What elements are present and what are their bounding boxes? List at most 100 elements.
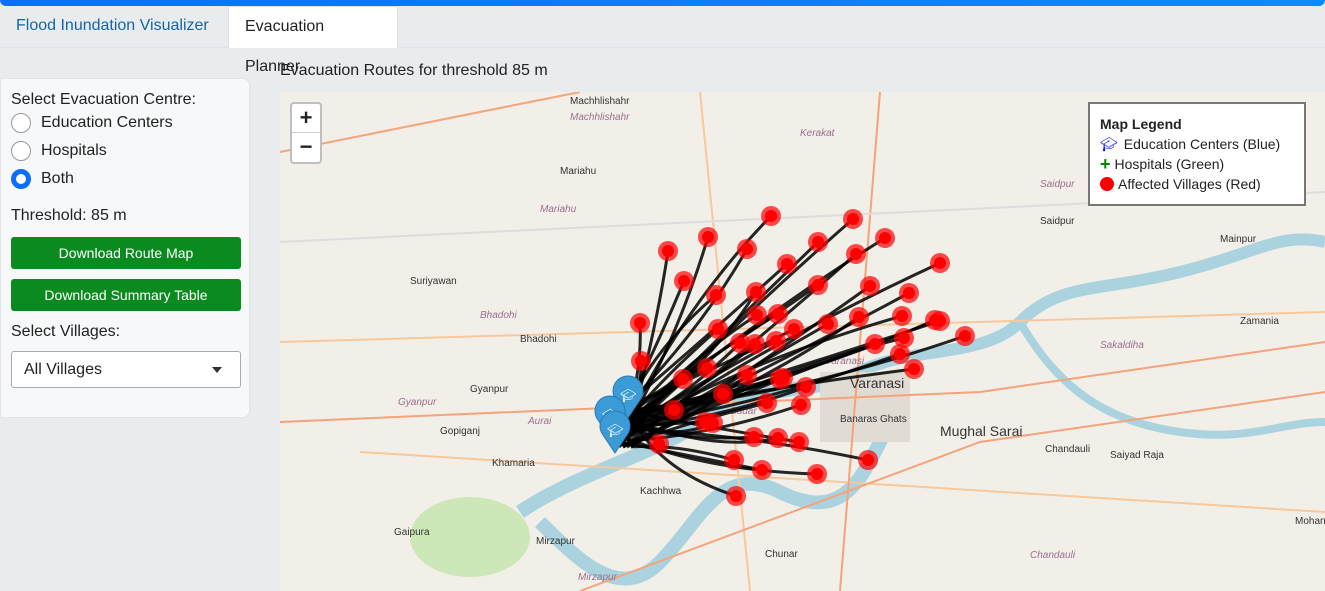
place-label: Gyanpur	[470, 384, 509, 395]
affected-village-marker-core	[668, 404, 680, 416]
place-label: Banaras Ghats	[840, 414, 907, 425]
affected-village-marker-core	[869, 338, 881, 350]
affected-village-marker-core	[896, 310, 908, 322]
affected-village-marker-core	[770, 335, 782, 347]
map-legend: Map Legend 🎓︎ Education Centers (Blue) + H…	[1088, 102, 1306, 206]
legend-item: 🎓︎ Education Centers (Blue)	[1100, 134, 1294, 154]
place-label: Varanasi	[850, 375, 904, 391]
affected-village-marker-core	[850, 248, 862, 260]
centre-label: Select Evacuation Centre:	[11, 91, 196, 108]
evacuation-route	[618, 376, 784, 413]
affected-village-marker-core	[653, 438, 665, 450]
place-label: Saiyad Raja	[1110, 450, 1164, 461]
affected-village-marker-core	[788, 323, 800, 335]
villages-label: Select Villages:	[11, 323, 121, 340]
evacuation-route	[629, 416, 737, 498]
evacuation-route	[618, 433, 818, 476]
urban-area	[820, 372, 910, 442]
place-label: Mirzapur	[536, 536, 576, 547]
road	[839, 92, 881, 591]
place-label: Varanasi	[825, 356, 865, 367]
place-label: Sakaldiha	[1100, 340, 1144, 351]
zoom-out-button[interactable]: −	[299, 134, 313, 159]
tab-evacuation-planner[interactable]: Evacuation Planner	[228, 6, 398, 75]
road	[359, 451, 1325, 513]
radio-circle-selected[interactable]	[11, 169, 31, 189]
affected-village-marker-core	[712, 323, 724, 335]
affected-village-marker-core	[777, 372, 789, 384]
affected-village-marker-core	[748, 431, 760, 443]
affected-village-marker-core	[812, 279, 824, 291]
affected-village-marker-core	[864, 280, 876, 292]
affected-village-marker-core	[772, 308, 784, 320]
legend-title: Map Legend	[1100, 116, 1182, 132]
radio-label: Hospitals	[41, 142, 107, 159]
map[interactable]: Machhlishahr Machhlishahr Kerakat Mariahu Ma…	[280, 92, 1325, 591]
river	[1016, 320, 1325, 439]
affected-village-marker-core	[678, 275, 690, 287]
radio-education-centers[interactable]: Education Centers	[11, 109, 239, 137]
legend-item: Affected Villages (Red)	[1100, 174, 1294, 194]
affected-village-marker-core	[741, 243, 753, 255]
download-summary-table-button[interactable]: Download Summary Table	[11, 279, 241, 311]
place-label: Saidpur	[1040, 216, 1075, 227]
radio-label: Education Centers	[41, 114, 173, 131]
download-route-map-button[interactable]: Download Route Map	[11, 237, 241, 269]
affected-village-marker-core	[702, 231, 714, 243]
zoom-in-button[interactable]: +	[292, 104, 320, 133]
legend-label: Education Centers (Blue)	[1123, 136, 1281, 152]
legend-item: + Hospitals (Green)	[1100, 154, 1294, 174]
affected-village-marker-core	[879, 232, 891, 244]
place-label: Aurai	[527, 416, 552, 427]
map-title: Evacuation Routes for threshold 85 m	[280, 62, 548, 79]
villages-select[interactable]: All Villages	[11, 351, 241, 388]
education-center-marker[interactable]	[599, 410, 631, 454]
education-center-marker[interactable]	[612, 375, 644, 419]
affected-village-marker-core	[717, 388, 729, 400]
place-label: Chunar	[765, 549, 798, 560]
affected-village-marker-core	[934, 257, 946, 269]
affected-village-marker-core	[853, 311, 865, 323]
road	[579, 391, 1325, 591]
affected-village-marker-core	[795, 399, 807, 411]
affected-village-marker-core	[750, 286, 762, 298]
place-label: Machhlishahr	[570, 96, 630, 107]
place-label: Bhadohi	[480, 310, 517, 321]
affected-village-marker-core	[903, 287, 915, 299]
affected-village-marker-core	[662, 245, 674, 257]
place-label: Mirzapur	[578, 572, 618, 583]
affected-village-marker-core	[862, 454, 874, 466]
place-label: Saidpur	[1040, 179, 1075, 190]
place-label: Bhadohi	[520, 334, 557, 345]
affected-village-marker-core	[728, 454, 740, 466]
affected-village-marker-core	[811, 468, 823, 480]
affected-village-marker-core	[734, 337, 746, 349]
road	[280, 341, 1325, 423]
affected-village-marker-core	[710, 289, 722, 301]
road	[699, 92, 751, 591]
place-label: Chandauli	[1045, 444, 1090, 455]
threshold-text: Threshold: 85 m	[11, 207, 127, 224]
forest-area	[410, 497, 530, 577]
radio-hospitals[interactable]: Hospitals	[11, 137, 239, 165]
graduation-cap-icon: 🎓︎	[1100, 135, 1118, 152]
place-label: Zamania	[1240, 316, 1279, 327]
legend-label: Hospitals (Green)	[1114, 156, 1225, 172]
affected-village-marker-core	[761, 397, 773, 409]
radio-both[interactable]: Both	[11, 165, 239, 193]
affected-village-marker-core	[959, 330, 971, 342]
affected-village-marker-core	[847, 213, 859, 225]
affected-village-marker-core	[749, 338, 761, 350]
tab-bar: Flood Inundation Visualizer Evacuation P…	[0, 6, 1325, 75]
radio-circle[interactable]	[11, 113, 31, 133]
place-label: Mohani	[1295, 516, 1325, 527]
tab-flood-inundation-visualizer[interactable]: Flood Inundation Visualizer	[16, 17, 209, 34]
evacuation-route	[614, 367, 915, 419]
river	[836, 233, 1325, 388]
place-label: Kerakat	[800, 128, 836, 139]
affected-village-marker-core	[765, 210, 777, 222]
radio-circle[interactable]	[11, 141, 31, 161]
place-label: Mariahu	[540, 204, 577, 215]
affected-village-marker-core	[800, 381, 812, 393]
affected-village-marker-core	[756, 464, 768, 476]
